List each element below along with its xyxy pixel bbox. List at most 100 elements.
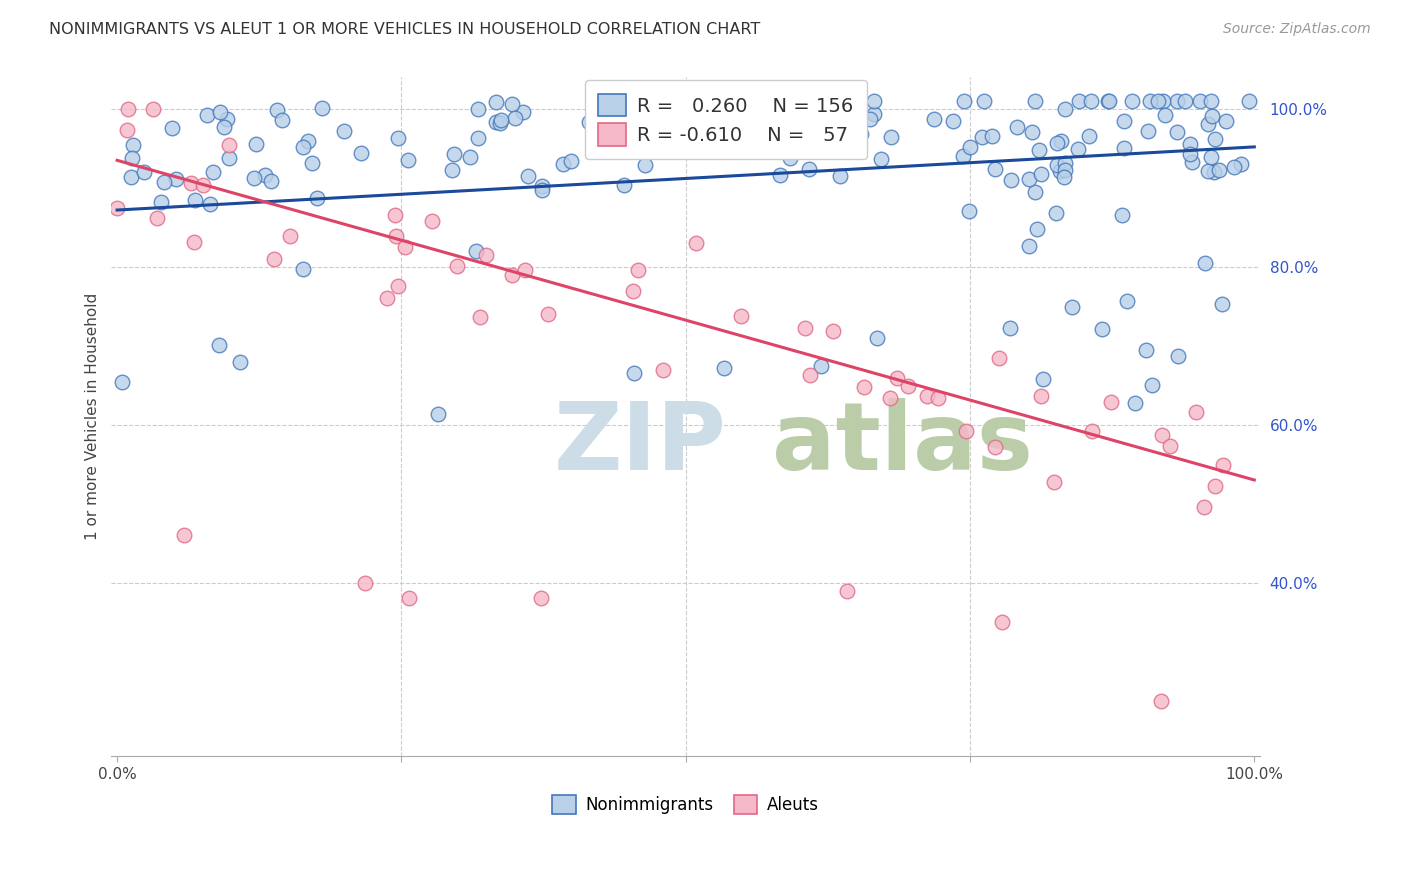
Point <box>1150 428 1173 442</box>
Point <box>1099 395 1122 409</box>
Point <box>869 152 891 166</box>
Point <box>1135 343 1157 357</box>
Point <box>560 153 582 168</box>
Point <box>1081 424 1104 438</box>
Point <box>1202 165 1225 179</box>
Point <box>1031 389 1053 403</box>
Point <box>970 130 993 145</box>
Point <box>799 368 821 382</box>
Point <box>160 120 183 135</box>
Point <box>984 162 1007 177</box>
Point <box>1031 167 1053 181</box>
Point <box>195 108 218 122</box>
Point <box>301 156 323 170</box>
Point <box>115 123 138 137</box>
Point <box>263 252 285 267</box>
Point <box>467 102 489 116</box>
Point <box>201 165 224 179</box>
Point <box>460 150 482 164</box>
Point <box>984 440 1007 454</box>
Point <box>426 407 449 421</box>
Point <box>440 163 463 178</box>
Point <box>953 94 976 108</box>
Point <box>1204 479 1226 493</box>
Point <box>1152 94 1174 108</box>
Point <box>375 291 398 305</box>
Point <box>146 211 169 225</box>
Point <box>1230 157 1253 171</box>
Point <box>212 120 235 135</box>
Point <box>1140 378 1163 392</box>
Point <box>915 388 938 402</box>
Point <box>1123 396 1146 410</box>
Point <box>1208 162 1230 177</box>
Point <box>278 228 301 243</box>
Point <box>1194 256 1216 270</box>
Point <box>957 203 980 218</box>
Point <box>952 149 974 163</box>
Point <box>1222 161 1244 175</box>
Point <box>988 351 1011 365</box>
Point <box>1018 172 1040 186</box>
Point <box>333 124 356 138</box>
Point <box>311 102 333 116</box>
Point <box>153 175 176 189</box>
Point <box>1046 136 1069 150</box>
Point <box>475 248 498 262</box>
Point <box>1053 169 1076 184</box>
Point <box>517 169 540 183</box>
Point <box>588 125 610 139</box>
Point <box>184 194 207 208</box>
Point <box>613 178 636 192</box>
Point <box>1201 109 1223 123</box>
Point <box>1054 155 1077 169</box>
Point <box>530 179 553 194</box>
Text: atlas: atlas <box>772 398 1033 490</box>
Point <box>770 107 793 121</box>
Point <box>180 176 202 190</box>
Point <box>537 306 560 320</box>
Point <box>897 378 920 392</box>
Point <box>998 320 1021 334</box>
Point <box>862 94 884 108</box>
Point <box>1067 142 1090 156</box>
Point <box>1180 146 1202 161</box>
Point <box>443 147 465 161</box>
Point <box>603 94 626 108</box>
Point <box>1150 694 1173 708</box>
Point <box>835 583 858 598</box>
Point <box>193 178 215 192</box>
Point <box>852 380 875 394</box>
Point <box>208 337 231 351</box>
Point <box>799 162 821 177</box>
Point <box>955 424 977 438</box>
Point <box>823 324 845 338</box>
Point <box>398 591 420 606</box>
Point <box>578 115 600 129</box>
Point <box>886 371 908 385</box>
Point <box>551 157 574 171</box>
Point <box>243 171 266 186</box>
Point <box>531 183 554 197</box>
Point <box>830 169 852 183</box>
Point <box>446 260 468 274</box>
Point <box>866 331 889 345</box>
Point <box>218 138 240 153</box>
Point <box>292 139 315 153</box>
Point <box>927 391 949 405</box>
Point <box>1181 154 1204 169</box>
Point <box>307 191 329 205</box>
Point <box>387 278 409 293</box>
Point <box>1060 300 1083 314</box>
Point <box>1166 94 1188 108</box>
Point <box>730 310 752 324</box>
Point <box>134 165 156 179</box>
Point <box>384 208 406 222</box>
Point <box>245 137 267 152</box>
Point <box>924 112 946 126</box>
Point <box>990 615 1012 629</box>
Point <box>769 169 792 183</box>
Point <box>959 140 981 154</box>
Point <box>664 142 686 156</box>
Point <box>1174 94 1197 108</box>
